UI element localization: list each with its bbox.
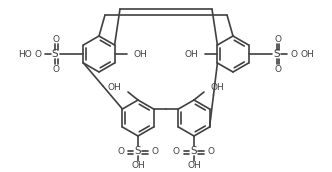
Text: S: S xyxy=(52,49,58,59)
Text: O: O xyxy=(152,148,159,157)
Text: OH: OH xyxy=(107,83,121,92)
Text: O: O xyxy=(52,64,59,73)
Text: OH: OH xyxy=(131,162,145,170)
Text: O: O xyxy=(275,64,282,73)
Text: O: O xyxy=(34,50,41,58)
Text: O: O xyxy=(208,148,215,157)
Text: S: S xyxy=(274,49,280,59)
Text: O: O xyxy=(173,148,180,157)
Text: S: S xyxy=(191,146,197,156)
Text: OH: OH xyxy=(184,50,198,58)
Text: O: O xyxy=(117,148,124,157)
Text: O: O xyxy=(52,35,59,44)
Text: OH: OH xyxy=(134,50,148,58)
Text: O: O xyxy=(291,50,298,58)
Text: OH: OH xyxy=(187,162,201,170)
Text: HO: HO xyxy=(18,50,32,58)
Text: OH: OH xyxy=(301,50,315,58)
Text: O: O xyxy=(275,35,282,44)
Text: S: S xyxy=(135,146,141,156)
Text: OH: OH xyxy=(211,83,225,92)
